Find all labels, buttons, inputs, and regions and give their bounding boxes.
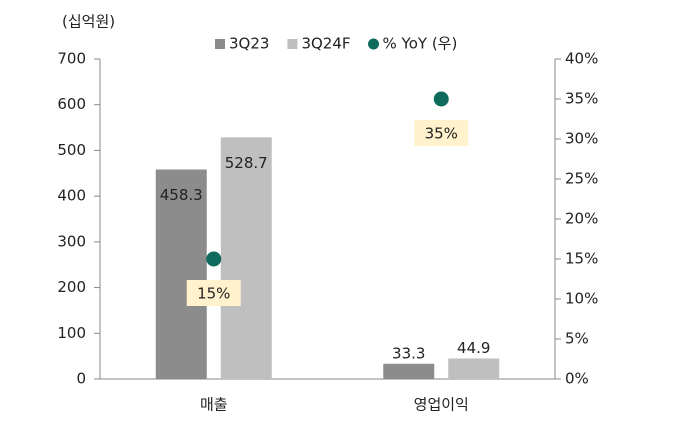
legend-marker [215,39,225,49]
legend-label: 3Q23 [229,35,269,53]
y-tick-label: 600 [57,95,86,113]
y2-tick-label: 25% [565,170,598,188]
y-tick-label: 400 [57,187,86,205]
bar [448,358,500,379]
legend-label: 3Q24F [301,35,350,53]
bar-label: 528.7 [225,154,268,172]
y2-tick-label: 15% [565,250,598,268]
y-tick-label: 300 [57,232,86,250]
y2-tick-label: 10% [565,290,598,308]
y-tick-label: 700 [57,50,86,68]
y-tick-label: 200 [57,278,86,296]
bar [383,363,435,379]
x-tick-label: 영업이익 [414,396,469,414]
legend-marker [287,39,298,49]
y-axis-unit: (십억원) [62,13,115,31]
y2-tick-label: 35% [565,90,598,108]
yoy-label: 35% [425,125,458,143]
yoy-label-box [414,120,469,146]
yoy-point [433,91,449,107]
bar [155,169,207,379]
yoy-label-box [186,280,241,306]
bar-label: 458.3 [160,186,203,204]
y2-tick-label: 40% [565,50,598,68]
y-tick-label: 100 [57,324,86,342]
x-tick-label: 매출 [200,396,228,414]
legend-label: % YoY (우) [383,35,458,53]
bar-label: 33.3 [392,344,425,362]
y2-tick-label: 30% [565,130,598,148]
legend-marker [368,38,380,50]
y-tick-label: 0 [76,370,86,388]
bar-label: 44.9 [457,339,490,357]
y2-tick-label: 20% [565,210,598,228]
y-tick-label: 500 [57,141,86,159]
y2-tick-label: 5% [565,330,589,348]
yoy-point [206,251,222,267]
bar [220,137,272,379]
yoy-label: 15% [197,285,230,303]
y2-tick-label: 0% [565,370,589,388]
